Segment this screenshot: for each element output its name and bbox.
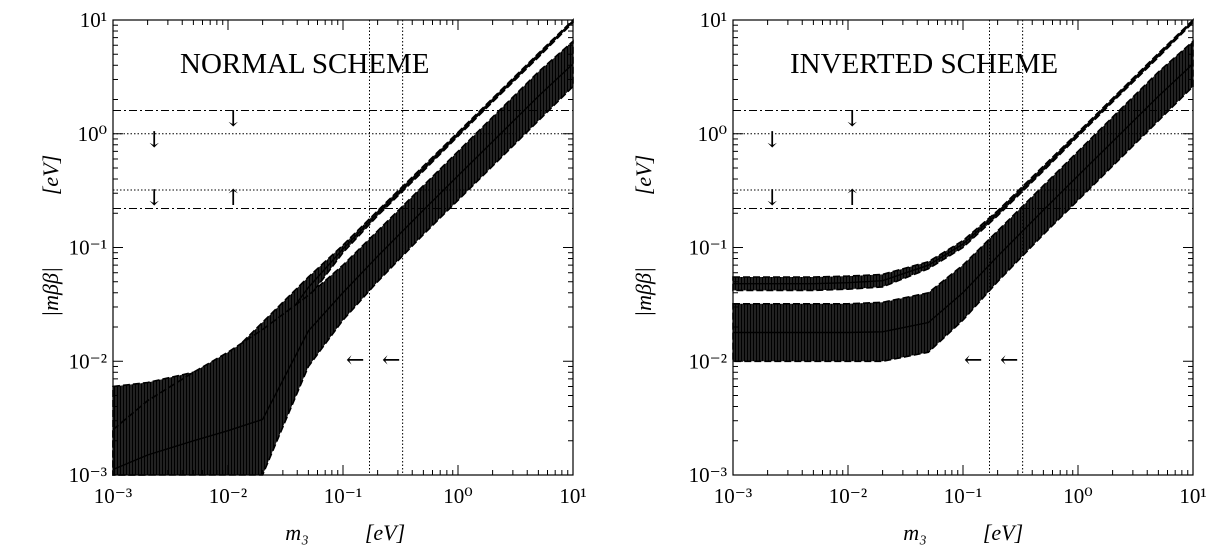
x-tick-label: 10⁻³ bbox=[714, 484, 752, 508]
x-tick-label: 10¹ bbox=[559, 484, 586, 508]
arrow-left-4: ← bbox=[1000, 348, 1018, 373]
arrow-down-2: ↓ bbox=[145, 128, 163, 153]
y-axis-unit-text-inverted: [eV] bbox=[631, 155, 656, 195]
arrow-up-2: ↑ bbox=[843, 186, 861, 211]
arrow-up-1: ↑ bbox=[224, 186, 242, 211]
band-center-line-lower-inverted bbox=[733, 63, 1194, 334]
y-tick-label: 10⁻¹ bbox=[689, 236, 727, 260]
y-axis-symbol-inverted: |mββ| bbox=[631, 267, 656, 317]
x-axis-unit-normal: [eV] bbox=[365, 520, 405, 545]
x-tick-label: 10⁰ bbox=[443, 484, 472, 508]
y-tick-label: 10⁰ bbox=[698, 122, 727, 146]
y-axis-unit-normal: [eV] bbox=[38, 155, 63, 195]
x-axis-symbol-normal: m₃ bbox=[285, 520, 309, 545]
y-tick-label: 10¹ bbox=[700, 8, 727, 32]
x-tick-label: 10⁻² bbox=[829, 484, 867, 508]
y-axis-unit-text-normal: [eV] bbox=[38, 155, 63, 195]
arrow-left-1: ← bbox=[346, 348, 364, 373]
band-lower-normal bbox=[112, 39, 574, 476]
y-tick-label: 10⁻³ bbox=[689, 463, 727, 487]
y-tick-label: 10⁻¹ bbox=[69, 236, 107, 260]
guides-inverted bbox=[733, 20, 1193, 475]
arrow-down-1: ↓ bbox=[224, 107, 242, 132]
x-tick-label: 10⁻¹ bbox=[324, 484, 362, 508]
y-tick-label: 10⁻³ bbox=[69, 463, 107, 487]
band-center-line-lower-normal bbox=[112, 63, 574, 471]
arrow-down-5: ↓ bbox=[763, 128, 781, 153]
y-tick-label: 10⁰ bbox=[78, 122, 107, 146]
y-axis-label-normal: |mββ| bbox=[38, 267, 63, 317]
band-center-line-upper-inverted bbox=[733, 20, 1194, 285]
y-tick-label: 10⁻² bbox=[689, 349, 727, 373]
x-tick-label: 10⁻¹ bbox=[944, 484, 982, 508]
y-tick-label: 10¹ bbox=[80, 8, 107, 32]
arrow-left-3: ← bbox=[964, 348, 982, 373]
x-tick-label: 10⁻³ bbox=[94, 484, 132, 508]
y-axis-unit-inverted: [eV] bbox=[631, 155, 656, 195]
y-tick-label: 10⁻² bbox=[69, 349, 107, 373]
arrow-left-2: ← bbox=[382, 348, 400, 373]
arrow-down-4: ↓ bbox=[843, 107, 861, 132]
ticks-inverted: 10⁻³ 10⁻² 10⁻¹ 10⁰ 10¹ 10⁻³ 10⁻² 10⁻¹ 10⁰ 10¹ bbox=[689, 8, 1207, 508]
x-axis-symbol-inverted: m₃ bbox=[903, 520, 927, 545]
panel-normal: 10⁻³ 10⁻² 10⁻¹ 10⁰ 10¹ 10⁻³ 10⁻² 10⁻¹ 10⁰ 10¹ NOR… bbox=[38, 8, 587, 545]
x-tick-label: 10⁰ bbox=[1063, 484, 1092, 508]
panel-inverted: 10⁻³ 10⁻² 10⁻¹ 10⁰ 10¹ 10⁻³ 10⁻² 10⁻¹ 10⁰ 10¹ INV… bbox=[631, 8, 1207, 545]
y-axis-label-inverted: |mββ| bbox=[631, 267, 656, 317]
guides-normal bbox=[113, 20, 573, 475]
arrow-down-3: ↓ bbox=[145, 186, 163, 211]
x-tick-label: 10¹ bbox=[1179, 484, 1206, 508]
y-axis-symbol-normal: |mββ| bbox=[38, 267, 63, 317]
chart-title-normal: NORMAL SCHEME bbox=[180, 48, 429, 80]
x-tick-label: 10⁻² bbox=[209, 484, 247, 508]
bands-normal bbox=[112, 18, 574, 476]
chart-title-inverted: INVERTED SCHEME bbox=[790, 48, 1058, 80]
x-axis-unit-inverted: [eV] bbox=[983, 520, 1023, 545]
arrow-down-6: ↓ bbox=[763, 186, 781, 211]
ticks-normal: 10⁻³ 10⁻² 10⁻¹ 10⁰ 10¹ 10⁻³ 10⁻² 10⁻¹ 10⁰ 10¹ bbox=[69, 8, 587, 508]
band-upper-inverted bbox=[732, 18, 1194, 292]
